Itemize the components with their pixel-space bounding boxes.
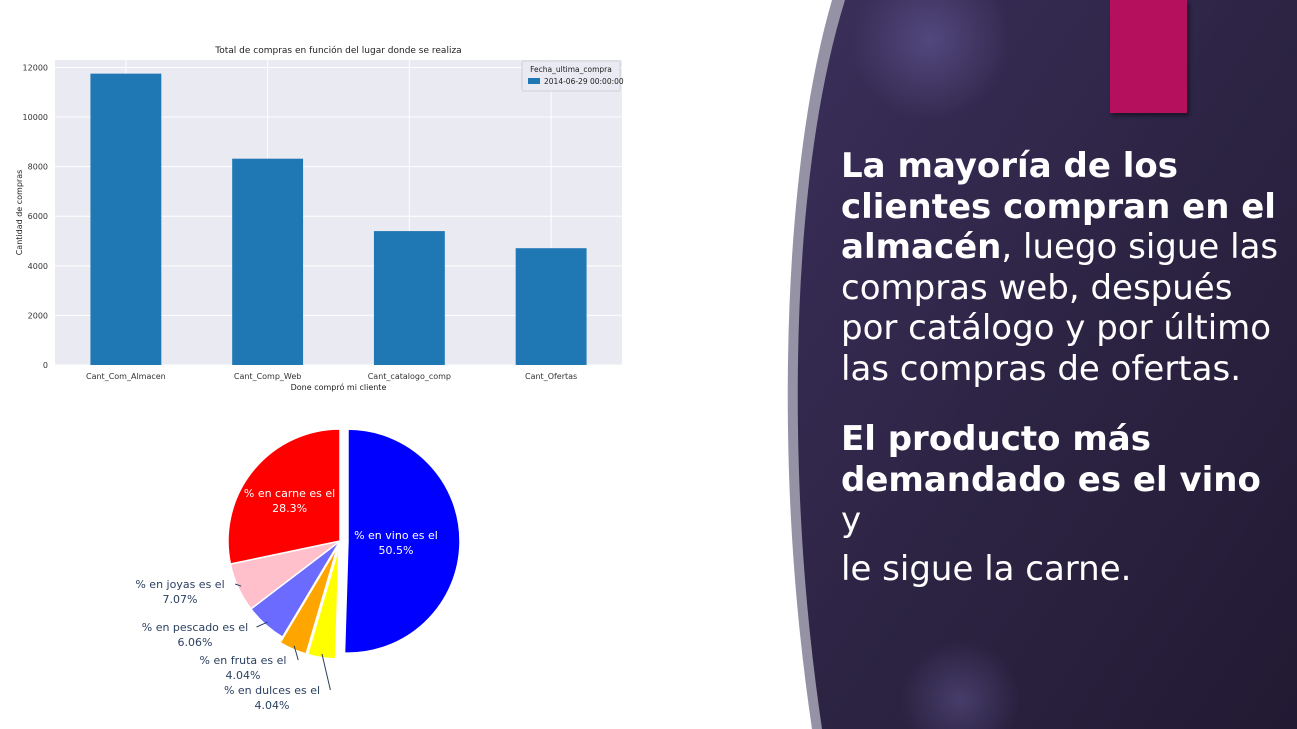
x-tick-label: Cant_Ofertas <box>525 372 577 381</box>
pie-value: 6.06% <box>178 636 213 649</box>
pie-leader-line <box>321 653 331 691</box>
x-tick-label: Cant_catalogo_comp <box>368 372 451 381</box>
y-tick-label: 2000 <box>28 311 48 320</box>
summary-text: La mayoría de los clientes compran en el… <box>841 146 1291 589</box>
bars <box>90 73 587 365</box>
pie-label: % en dulces es el <box>224 684 320 697</box>
summary-paragraph-1-rest: , luego sigue las compras web, después p… <box>841 227 1279 389</box>
pie-leader-line <box>235 583 242 587</box>
summary-paragraph-2-bold: El producto más demandado es el vino <box>841 419 1261 500</box>
pie-label: % en joyas es el <box>135 578 224 591</box>
summary-paragraph-1: La mayoría de los clientes compran en el… <box>841 146 1291 389</box>
bar-3 <box>515 248 587 365</box>
pie-label: % en pescado es el <box>142 621 248 634</box>
pie-slices <box>227 428 461 660</box>
pie-slice-5 <box>227 428 341 565</box>
pie-label: % en vino es el <box>354 529 438 542</box>
summary-paragraph-2-tail: le sigue la carne. <box>841 548 1132 589</box>
pie-labels: % en vino es el 50.5% % en carne es el 28.3… <box>135 487 438 712</box>
pie-leader-line <box>293 645 299 661</box>
x-tick-labels: Cant_Com_Almacen Cant_Comp_Web Cant_catalo… <box>86 372 577 381</box>
summary-paragraph-2-mid: y <box>841 500 862 540</box>
pie-value: 4.04% <box>226 669 261 682</box>
y-tick-label: 10000 <box>23 113 48 122</box>
y-axis-label: Cantidad de compras <box>15 170 24 256</box>
pie-label: % en fruta es el <box>200 654 287 667</box>
legend: Fecha_ultima_compra 2014-06-29 00:00:00 <box>521 60 624 92</box>
x-tick-label: Cant_Comp_Web <box>234 372 302 381</box>
pie-slice-2 <box>279 546 339 655</box>
pie-value: 4.04% <box>255 699 290 712</box>
pie-value: 50.5% <box>379 544 414 557</box>
y-tick-labels: 0 2000 4000 6000 8000 10000 12000 <box>23 63 48 370</box>
pie-chart: % en vino es el 50.5% % en carne es el 28.3… <box>135 428 461 712</box>
y-tick-label: 0 <box>43 361 48 370</box>
pie-value: 7.07% <box>163 593 198 606</box>
pie-slice-0 <box>343 428 461 654</box>
summary-paragraph-2: El producto más demandado es el vino y le… <box>841 419 1291 589</box>
accent-rectangle <box>1110 0 1187 113</box>
pie-slice-1 <box>306 546 340 660</box>
bar-chart: 0 2000 4000 6000 8000 10000 12000 Cant_Com_Alma… <box>15 45 624 392</box>
legend-swatch <box>528 78 540 84</box>
y-tick-label: 6000 <box>28 212 48 221</box>
y-tick-label: 8000 <box>28 163 48 172</box>
pie-leader-line <box>256 621 268 628</box>
summary-paragraph-1-bold: La mayoría de los clientes compran en el… <box>841 146 1276 267</box>
y-tick-label: 4000 <box>28 262 48 271</box>
bar-1 <box>232 158 304 365</box>
chart-title: Total de compras en función del lugar do… <box>214 45 461 56</box>
bar-0 <box>90 73 162 365</box>
legend-label: 2014-06-29 00:00:00 <box>544 77 624 86</box>
pie-value: 28.3% <box>272 502 307 515</box>
x-axis-label: Done compró mi cliente <box>291 382 387 392</box>
legend-box <box>521 60 621 92</box>
legend-title: Fecha_ultima_compra <box>530 65 612 74</box>
y-tick-label: 12000 <box>23 63 48 72</box>
pie-label: % en carne es el <box>244 487 335 500</box>
bar-2 <box>373 231 445 365</box>
x-tick-label: Cant_Com_Almacen <box>86 372 166 381</box>
